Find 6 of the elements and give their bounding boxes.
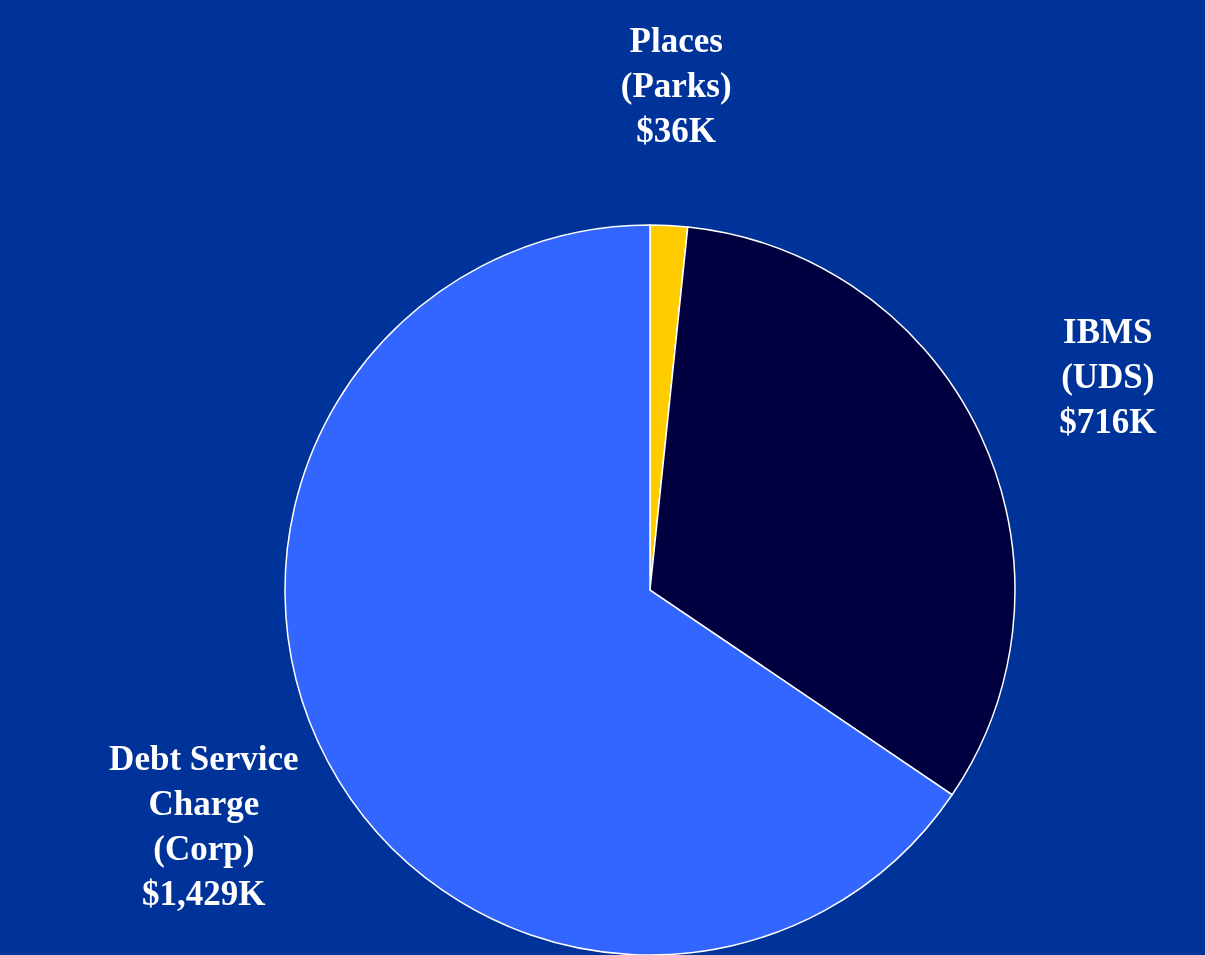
data-label: $716K bbox=[1059, 401, 1157, 441]
slice-label: Places (Parks) bbox=[620, 20, 732, 105]
slice-label: IBMS (UDS) bbox=[1061, 311, 1155, 396]
slice-label: Debt Service Charge (Corp) bbox=[109, 739, 299, 869]
data-label: $1,429K bbox=[142, 874, 266, 914]
data-label: $36K bbox=[636, 110, 717, 150]
